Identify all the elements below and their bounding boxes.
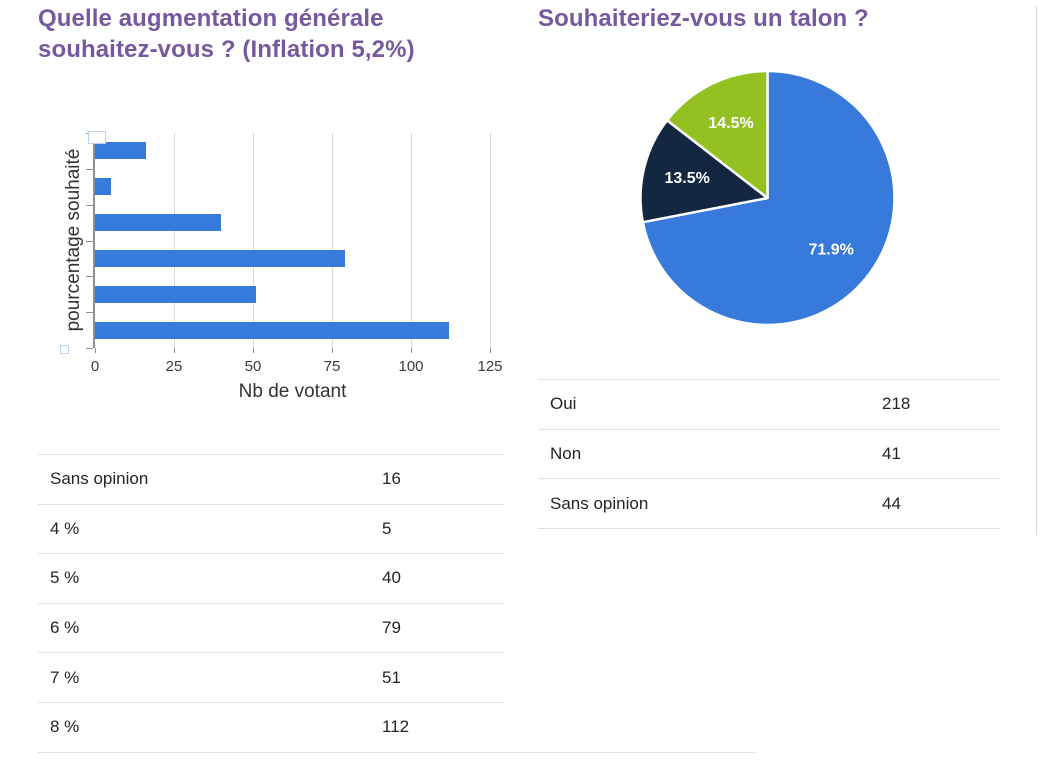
bar-6-[interactable] [95,249,345,267]
y-axis-tick [86,204,93,206]
pie-percent-label: 13.5% [665,170,710,187]
x-tick-label: 125 [477,358,503,375]
answer-count: 218 [882,394,911,414]
x-tick-label: 50 [244,358,262,375]
y-axis-tick [86,276,93,278]
gridline [332,133,333,348]
answer-label: 4 % [50,518,80,538]
answer-count: 16 [382,469,401,489]
x-tick-label: 100 [398,358,424,375]
x-axis-tick [95,348,96,353]
y-axis-tick [86,168,93,170]
answer-count: 112 [382,717,410,737]
answer-count: 5 [382,518,392,538]
table-row: Non 41 [538,428,1000,479]
gridline [490,133,491,348]
answer-count: 79 [382,618,401,638]
pie-percent-label: 14.5% [708,115,753,132]
x-axis-tick [174,348,175,353]
answer-label: Sans opinion [550,493,649,513]
pie-chart-svg: 71.9% 13.5% 14.5% [639,69,896,327]
table-row: 5 % 40 [38,553,505,603]
bar-4-[interactable] [95,178,111,196]
column-right-border [1036,6,1037,535]
x-tick-label: 25 [165,358,183,375]
table-row: 8 % 112 [38,701,505,752]
bar-chart-votes[interactable]: 0 25 50 75 100 125 Nb de votant pourcentage sou… [38,125,505,410]
bar-5-[interactable] [95,214,222,232]
y-axis-title: pourcentage souhaité [63,148,84,332]
table-row: Sans opinion 16 [38,454,505,504]
table-row: 7 % 51 [38,652,505,702]
y-axis-tick [86,240,93,242]
answer-label: 8 % [50,717,80,737]
table-row: 4 % 5 [38,503,505,554]
answer-label: Sans opinion [50,469,149,489]
chart-corner-artifact [60,345,69,354]
bar-8-[interactable] [95,321,449,339]
y-axis-line [93,133,95,348]
x-axis-tick [253,348,254,353]
pie-slice-sans-opinion[interactable] [665,69,769,200]
y-axis-tick [86,312,93,314]
bar-7-[interactable] [95,285,257,303]
x-tick-label: 75 [323,358,341,375]
answer-label: Non [550,444,582,464]
answer-count: 51 [382,667,401,687]
question-title-augmentation: Quelle augmentation générale souhaitez-v… [38,5,415,63]
gridline [411,133,412,348]
gridline [253,133,254,348]
answer-label: 6 % [50,618,80,638]
table-row: Oui 218 [538,379,1000,429]
table-row: Sans opinion 44 [538,478,1000,528]
pie-slice-non[interactable] [639,119,769,224]
question-title-talon: Souhaiteriez-vous un talon ? [538,5,869,32]
bar-sans-opinion[interactable] [95,142,146,160]
y-axis-tick [86,348,93,349]
table-row: 6 % 79 [38,602,505,653]
pie-chart-talon[interactable]: 71.9% 13.5% 14.5% [538,60,998,340]
x-axis-tick [411,348,412,353]
x-axis-tick [490,348,491,353]
x-axis-tick [332,348,333,353]
chart-corner-artifact [88,131,106,144]
results-table-talon: Oui 218 Non 41 Sans opinion 44 [538,379,1000,530]
answer-label: 7 % [50,667,80,687]
answer-label: Oui [550,394,577,414]
section-divider-line [38,752,755,753]
answer-count: 41 [882,444,901,464]
x-axis-title: Nb de votant [238,381,347,402]
pie-percent-label: 71.9% [809,242,854,259]
answer-count: 44 [882,493,901,513]
answer-count: 40 [382,568,401,588]
gridline [174,133,175,348]
results-table-augmentation: Sans opinion 16 4 % 5 5 % 40 6 % 79 7 % … [38,454,505,752]
x-tick-label: 0 [90,358,100,375]
answer-label: 5 % [50,568,80,588]
